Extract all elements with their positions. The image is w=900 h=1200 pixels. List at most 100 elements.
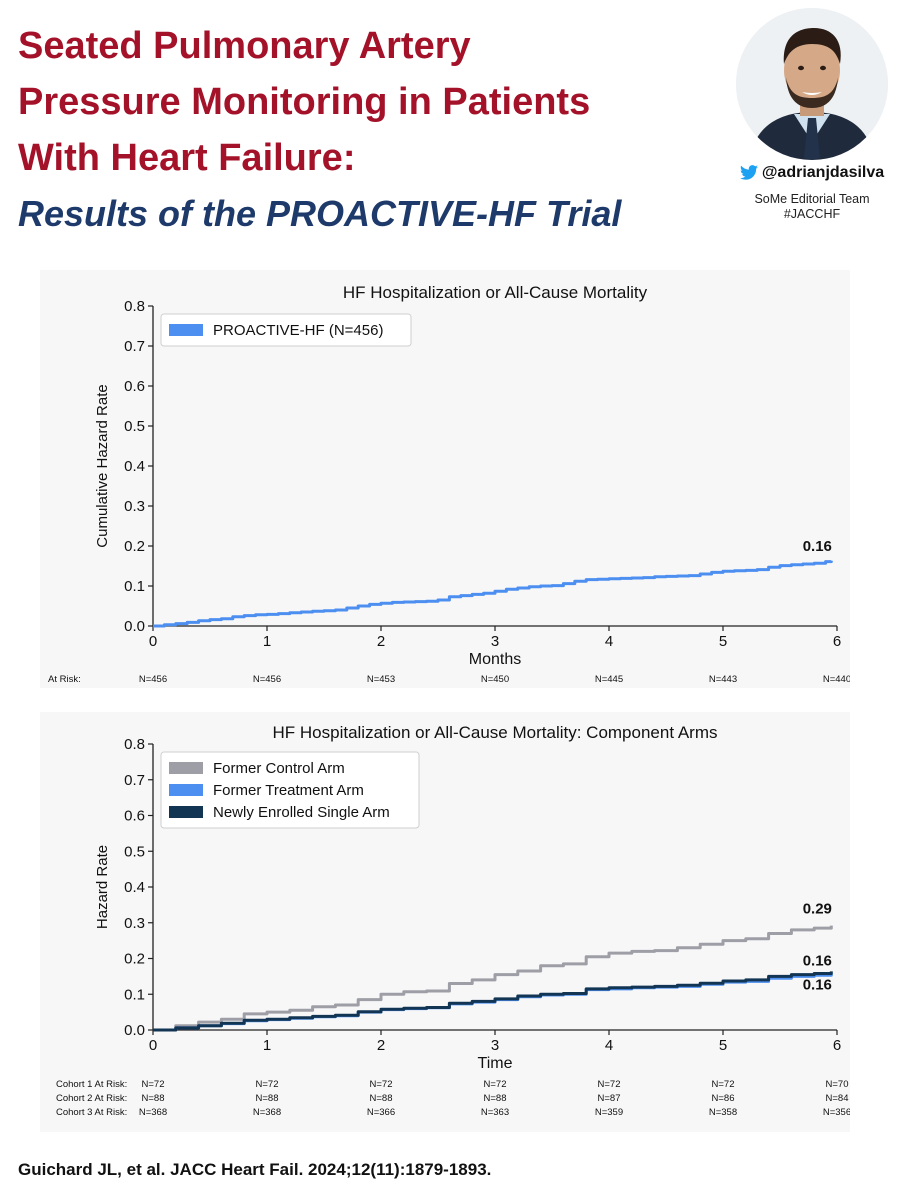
author-photo bbox=[736, 8, 888, 160]
at-risk-value: N=456 bbox=[139, 674, 167, 685]
at-risk-value: N=445 bbox=[595, 674, 623, 685]
chart-2-panel: HF Hospitalization or All-Cause Mortalit… bbox=[40, 712, 851, 1132]
at-risk-value: N=453 bbox=[367, 674, 395, 685]
y-tick-label: 0.5 bbox=[124, 843, 145, 860]
subtitle: Results of the PROACTIVE-HF Trial bbox=[18, 193, 622, 234]
at-risk-value: N=72 bbox=[256, 1079, 279, 1090]
x-tick-label: 2 bbox=[377, 1037, 385, 1054]
series-line-1 bbox=[153, 560, 833, 628]
at-risk-value: N=359 bbox=[595, 1107, 623, 1118]
legend-swatch-3 bbox=[169, 806, 203, 818]
y-tick-label: 0.3 bbox=[124, 498, 145, 515]
y-tick-label: 0.8 bbox=[124, 736, 145, 753]
at-risk-value: N=72 bbox=[370, 1079, 393, 1090]
chart-2: HF Hospitalization or All-Cause Mortalit… bbox=[56, 723, 851, 1118]
at-risk-value: N=72 bbox=[142, 1079, 165, 1090]
at-risk-value: N=443 bbox=[709, 674, 737, 685]
at-risk-value: N=366 bbox=[367, 1107, 395, 1118]
x-tick-label: 1 bbox=[263, 1037, 271, 1054]
series-end-label-2: 0.16 bbox=[803, 953, 832, 970]
x-axis-label: Time bbox=[478, 1055, 513, 1072]
y-axis-label: Hazard Rate bbox=[94, 845, 111, 929]
series-line-3 bbox=[153, 971, 833, 1032]
legend-swatch-2 bbox=[169, 784, 203, 796]
legend-entry-1: PROACTIVE-HF (N=456) bbox=[213, 322, 383, 339]
legend-box bbox=[160, 751, 420, 829]
at-risk-value: N=368 bbox=[139, 1107, 167, 1118]
at-risk-value: N=356 bbox=[823, 1107, 850, 1118]
at-risk-value: N=84 bbox=[826, 1093, 849, 1104]
at-risk-value: N=88 bbox=[370, 1093, 393, 1104]
y-tick-label: 0.1 bbox=[124, 986, 145, 1003]
legend-swatch-1 bbox=[169, 324, 203, 336]
legend-swatch-1 bbox=[169, 762, 203, 774]
x-tick-label: 0 bbox=[149, 1037, 157, 1054]
author-handle-row: @adrianjdasilva bbox=[728, 164, 896, 185]
at-risk-value: N=440 bbox=[823, 674, 850, 685]
y-axis-label: Cumulative Hazard Rate bbox=[94, 384, 111, 547]
at-risk-value: N=72 bbox=[484, 1079, 507, 1090]
legend-entry-1: Former Control Arm bbox=[213, 760, 345, 777]
y-tick-label: 0.4 bbox=[124, 458, 145, 475]
x-tick-label: 6 bbox=[833, 633, 841, 650]
x-tick-label: 3 bbox=[491, 1037, 499, 1054]
y-tick-label: 0.0 bbox=[124, 1022, 145, 1039]
chart-1-panel: HF Hospitalization or All-Cause Mortalit… bbox=[40, 270, 851, 688]
x-tick-label: 3 bbox=[491, 633, 499, 650]
at-risk-value: N=88 bbox=[256, 1093, 279, 1104]
series-end-label-1: 0.16 bbox=[803, 538, 832, 555]
y-tick-label: 0.5 bbox=[124, 418, 145, 435]
x-tick-label: 5 bbox=[719, 1037, 727, 1054]
y-tick-label: 0.6 bbox=[124, 808, 145, 825]
legend-entry-3: Newly Enrolled Single Arm bbox=[213, 804, 390, 821]
at-risk-value: N=88 bbox=[484, 1093, 507, 1104]
at-risk-value: N=86 bbox=[712, 1093, 735, 1104]
x-tick-label: 4 bbox=[605, 633, 613, 650]
at-risk-value: N=70 bbox=[826, 1079, 849, 1090]
x-tick-label: 2 bbox=[377, 633, 385, 650]
x-axis-label: Months bbox=[469, 651, 521, 668]
at-risk-label: Cohort 1 At Risk: bbox=[56, 1079, 127, 1090]
at-risk-value: N=72 bbox=[598, 1079, 621, 1090]
chart-title: HF Hospitalization or All-Cause Mortalit… bbox=[273, 723, 718, 742]
legend-entry-2: Former Treatment Arm bbox=[213, 782, 364, 799]
at-risk-value: N=450 bbox=[481, 674, 509, 685]
y-tick-label: 0.3 bbox=[124, 915, 145, 932]
author-handle: @adrianjdasilva bbox=[761, 164, 885, 181]
at-risk-value: N=88 bbox=[142, 1093, 165, 1104]
at-risk-value: N=87 bbox=[598, 1093, 621, 1104]
title-line-3: With Heart Failure: bbox=[18, 137, 356, 179]
at-risk-label: At Risk: bbox=[48, 674, 81, 685]
at-risk-value: N=368 bbox=[253, 1107, 281, 1118]
y-tick-label: 0.6 bbox=[124, 378, 145, 395]
series-end-label-1: 0.29 bbox=[803, 901, 832, 918]
y-tick-label: 0.4 bbox=[124, 879, 145, 896]
twitter-bird-icon bbox=[739, 165, 758, 185]
series-line-1 bbox=[153, 925, 833, 1032]
editorial-team: SoMe Editorial Team #JACCHF bbox=[728, 192, 896, 222]
series-end-label-3: 0.16 bbox=[803, 976, 832, 993]
y-tick-label: 0.1 bbox=[124, 578, 145, 595]
x-tick-label: 4 bbox=[605, 1037, 613, 1054]
team-line-1: SoMe Editorial Team bbox=[754, 192, 870, 206]
title-line-1: Seated Pulmonary Artery bbox=[18, 25, 471, 67]
citation: Guichard JL, et al. JACC Heart Fail. 202… bbox=[18, 1160, 492, 1179]
at-risk-label: Cohort 3 At Risk: bbox=[56, 1107, 127, 1118]
y-tick-label: 0.7 bbox=[124, 338, 145, 355]
y-tick-label: 0.0 bbox=[124, 618, 145, 635]
at-risk-value: N=72 bbox=[712, 1079, 735, 1090]
chart-1: HF Hospitalization or All-Cause Mortalit… bbox=[48, 283, 851, 685]
y-tick-label: 0.8 bbox=[124, 298, 145, 315]
x-tick-label: 0 bbox=[149, 633, 157, 650]
at-risk-value: N=363 bbox=[481, 1107, 509, 1118]
team-line-2: #JACCHF bbox=[783, 207, 841, 221]
title-block: Seated Pulmonary Artery Pressure Monitor… bbox=[18, 18, 718, 242]
at-risk-value: N=358 bbox=[709, 1107, 737, 1118]
x-tick-label: 5 bbox=[719, 633, 727, 650]
at-risk-label: Cohort 2 At Risk: bbox=[56, 1093, 127, 1104]
chart-title: HF Hospitalization or All-Cause Mortalit… bbox=[343, 283, 648, 302]
y-tick-label: 0.2 bbox=[124, 951, 145, 968]
y-tick-label: 0.2 bbox=[124, 538, 145, 555]
y-tick-label: 0.7 bbox=[124, 772, 145, 789]
at-risk-value: N=456 bbox=[253, 674, 281, 685]
